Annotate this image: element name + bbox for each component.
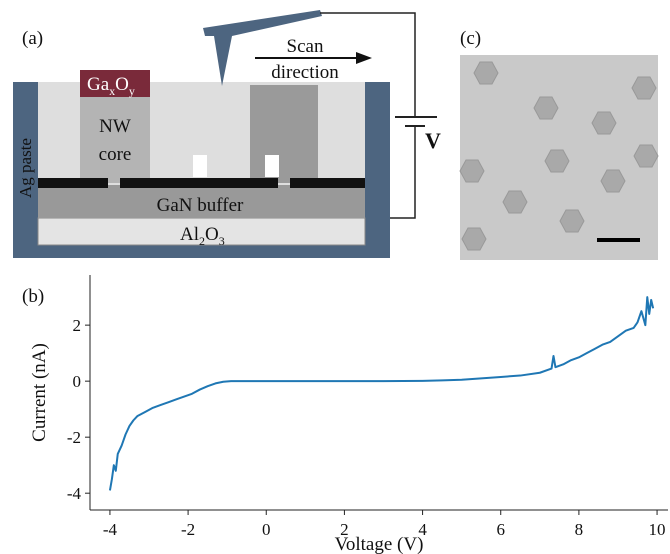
x-tick-label: -4 xyxy=(103,520,118,539)
label: direction xyxy=(271,62,339,83)
label: y xyxy=(129,84,135,98)
label: O xyxy=(115,74,129,95)
x-tick-label: 10 xyxy=(649,520,666,539)
substrate-layer xyxy=(37,217,366,246)
panel-label: (b) xyxy=(22,286,44,307)
label: NW xyxy=(99,116,131,137)
label: Ga xyxy=(87,74,110,95)
label: O xyxy=(205,224,219,245)
nanowire xyxy=(80,95,150,183)
x-tick-label: 0 xyxy=(262,520,271,539)
label: 3 xyxy=(219,234,225,248)
wire xyxy=(320,12,416,116)
label: 2 xyxy=(199,234,205,248)
contact-bar xyxy=(120,178,278,188)
x-axis-label: Voltage (V) xyxy=(335,534,424,554)
y-axis-label: Current (nA) xyxy=(29,343,50,442)
data-line xyxy=(108,296,655,491)
oxide-cap xyxy=(80,70,150,97)
device-diagram: Scan direction V GaxOy NW core GaN buffe… xyxy=(13,10,441,258)
label: Al xyxy=(180,224,199,245)
afm-tip xyxy=(203,10,322,86)
nanowire xyxy=(250,85,318,183)
y-tick-label: -2 xyxy=(67,428,81,447)
y-tick-label: -4 xyxy=(67,484,82,503)
notch xyxy=(265,155,279,177)
x-tick-label: -2 xyxy=(181,520,195,539)
arrow-head xyxy=(356,52,372,64)
x-tick-label: 4 xyxy=(418,520,427,539)
y-tick-label: 0 xyxy=(73,372,82,391)
panel-label: (c) xyxy=(460,28,481,49)
wire xyxy=(390,126,416,219)
label: core xyxy=(99,144,132,165)
x-tick-label: 2 xyxy=(340,520,349,539)
panel-label: (a) xyxy=(22,28,43,49)
contact-bar xyxy=(290,178,365,188)
micrograph xyxy=(459,55,659,260)
scale-bar xyxy=(597,238,640,242)
label: GaxOy xyxy=(87,74,135,98)
y-tick-label: 2 xyxy=(73,316,82,335)
label: V xyxy=(425,128,441,153)
x-tick-label: 8 xyxy=(575,520,584,539)
hexagons xyxy=(459,61,659,251)
label: Ag paste xyxy=(16,138,35,198)
label: x xyxy=(109,84,115,98)
label: Al2O3 xyxy=(180,224,225,248)
notch xyxy=(193,155,207,177)
contact-bar xyxy=(38,178,108,188)
x-tick-label: 6 xyxy=(496,520,505,539)
label: GaN buffer xyxy=(157,195,244,216)
label: Scan xyxy=(287,36,324,57)
buffer-layer xyxy=(38,185,365,218)
